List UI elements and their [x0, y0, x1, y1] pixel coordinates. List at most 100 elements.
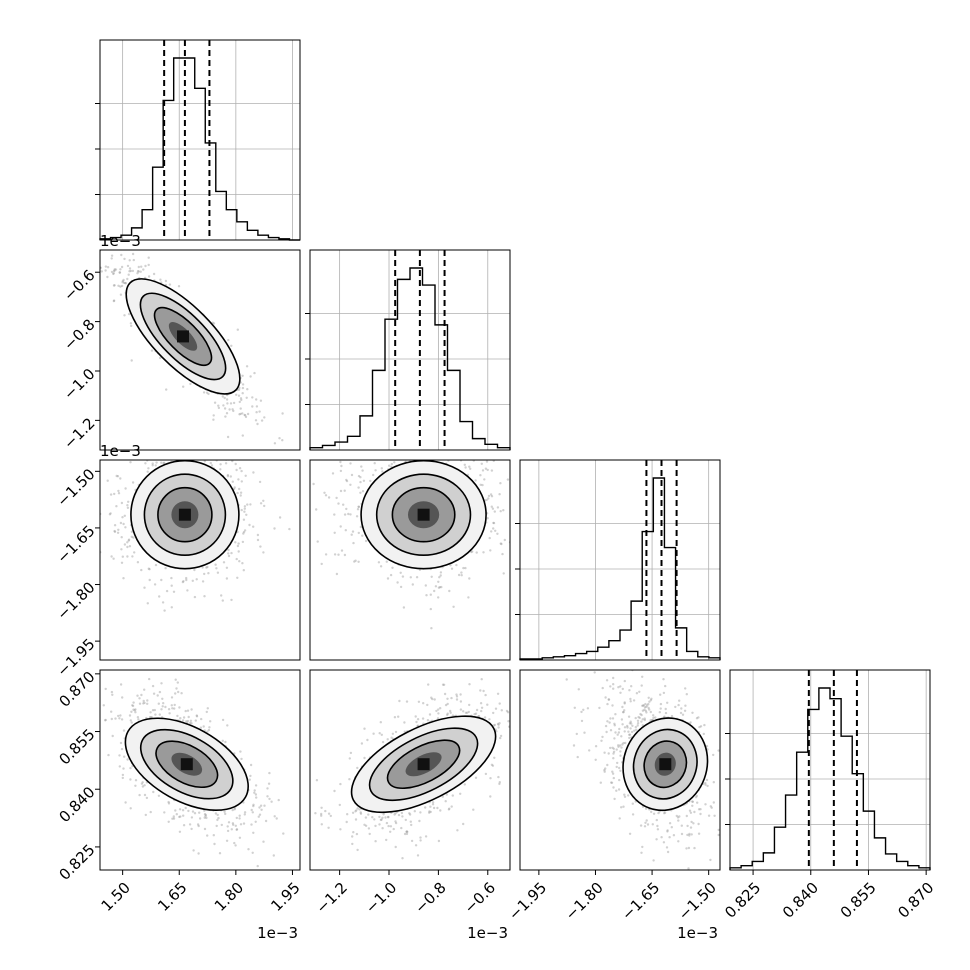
scatter-point	[175, 437, 177, 439]
scatter-point	[163, 451, 165, 453]
scatter-point	[104, 265, 108, 268]
scatter-point	[209, 720, 212, 723]
scatter-point	[216, 571, 220, 574]
scatter-point	[248, 778, 251, 781]
scatter-point	[180, 445, 182, 447]
scatter-point	[263, 486, 265, 488]
scatter-point	[241, 540, 245, 544]
scatter-point	[233, 808, 236, 811]
scatter-point	[356, 508, 360, 511]
scatter-point	[604, 767, 607, 770]
scatter-point	[120, 747, 124, 751]
scatter-point	[327, 496, 331, 499]
scatter-point	[433, 698, 436, 701]
scatter-point	[144, 462, 147, 465]
scatter-point	[233, 486, 236, 489]
scatter-point	[241, 374, 244, 377]
scatter-point	[224, 740, 227, 744]
scatter-point	[202, 725, 205, 728]
scatter-point	[339, 460, 342, 464]
scatter-point	[344, 529, 347, 532]
scatter-point	[122, 281, 126, 285]
scatter-point	[498, 722, 501, 725]
scatter-point	[196, 823, 200, 826]
scatter-point	[450, 567, 454, 570]
scatter-point	[173, 707, 176, 710]
scatter-point	[455, 563, 458, 567]
scatter-point	[121, 516, 124, 519]
scatter-point	[267, 782, 271, 785]
scatter-point	[217, 406, 221, 410]
scatter-point	[380, 733, 383, 736]
scatter-point	[437, 596, 440, 599]
scatter-point	[252, 471, 255, 474]
scatter-point	[367, 813, 370, 816]
scatter-point	[190, 827, 193, 831]
scatter-point	[178, 706, 181, 709]
scatter-point	[118, 271, 121, 274]
scatter-point	[498, 702, 501, 705]
scatter-point	[156, 694, 159, 697]
scatter-point	[324, 553, 328, 556]
scatter-point	[600, 739, 603, 742]
scatter-point	[393, 813, 396, 816]
scatter-point	[239, 407, 242, 410]
scatter-point	[515, 750, 517, 752]
scatter-point	[499, 482, 502, 485]
scatter-point	[349, 483, 352, 486]
scatter-point	[118, 754, 121, 757]
scatter-point	[354, 559, 357, 562]
scatter-point	[205, 391, 209, 394]
scatter-point	[479, 483, 482, 486]
scatter-point	[416, 408, 418, 410]
scatter-point	[122, 522, 125, 526]
scatter-point	[630, 685, 633, 688]
scatter-point	[428, 406, 430, 408]
scatter-point	[133, 551, 136, 554]
scatter-point	[717, 828, 720, 832]
scatter-point	[345, 479, 349, 483]
scatter-point	[493, 723, 497, 727]
scatter-point	[691, 800, 694, 803]
scatter-point	[699, 812, 702, 816]
scatter-point	[429, 810, 432, 814]
scatter-point	[521, 529, 523, 531]
scatter-point	[320, 806, 323, 809]
scatter-point	[126, 264, 130, 268]
scatter-point	[168, 283, 172, 286]
scatter-point	[180, 692, 183, 695]
scatter-point	[251, 851, 254, 854]
scatter-point	[154, 713, 157, 716]
scatter-point	[374, 824, 377, 828]
scatter-point	[181, 809, 185, 812]
scatter-point	[226, 435, 230, 439]
scatter-point	[239, 823, 243, 826]
scatter-point	[334, 430, 336, 432]
scatter-point	[208, 726, 211, 729]
scatter-point	[175, 687, 178, 690]
scatter-point	[523, 506, 525, 508]
scatter-point	[119, 285, 122, 288]
scatter-point	[242, 532, 245, 535]
scatter-point	[460, 436, 462, 438]
scatter-point	[451, 409, 453, 411]
scatter-point	[174, 416, 176, 418]
scatter-point	[652, 812, 656, 815]
scatter-point	[677, 703, 680, 707]
scatter-point	[357, 474, 361, 478]
scatter-point	[121, 279, 125, 283]
scatter-point	[236, 576, 239, 579]
scatter-point	[157, 403, 159, 405]
scatter-point	[121, 281, 124, 284]
scatter-point	[217, 404, 220, 407]
scatter-point	[226, 455, 228, 457]
scatter-point	[503, 538, 506, 542]
scatter-point	[204, 814, 207, 818]
scatter-point	[201, 566, 204, 569]
scatter-point	[586, 707, 590, 710]
scatter-point	[182, 456, 184, 458]
scatter-point	[243, 529, 247, 532]
scatter-point	[146, 602, 149, 605]
scatter-point	[231, 408, 234, 411]
scatter-point	[434, 585, 438, 588]
